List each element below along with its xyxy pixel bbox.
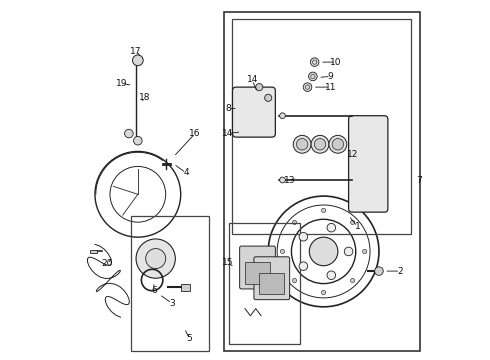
Circle shape <box>329 135 347 153</box>
Text: 3: 3 <box>169 299 174 308</box>
Text: 2: 2 <box>397 267 403 276</box>
Circle shape <box>293 220 296 225</box>
Circle shape <box>309 237 338 266</box>
Circle shape <box>332 139 343 150</box>
Text: 16: 16 <box>189 129 201 138</box>
Text: 18: 18 <box>139 93 150 102</box>
Circle shape <box>256 84 263 91</box>
Circle shape <box>132 55 143 66</box>
Circle shape <box>124 129 133 138</box>
Text: 4: 4 <box>183 168 189 177</box>
Circle shape <box>299 262 308 270</box>
Bar <box>223 12 420 351</box>
Text: 7: 7 <box>416 176 422 185</box>
FancyBboxPatch shape <box>254 257 290 300</box>
Text: 19: 19 <box>116 79 127 88</box>
Circle shape <box>134 136 142 145</box>
Circle shape <box>314 139 326 150</box>
Text: 10: 10 <box>330 58 342 67</box>
Bar <box>245 262 270 284</box>
Circle shape <box>280 249 285 253</box>
Circle shape <box>280 177 285 183</box>
Circle shape <box>321 208 326 212</box>
Text: 13: 13 <box>284 176 295 185</box>
FancyBboxPatch shape <box>240 246 275 289</box>
Circle shape <box>296 139 308 150</box>
Text: 20: 20 <box>102 260 113 269</box>
Circle shape <box>146 249 166 269</box>
Circle shape <box>136 239 175 278</box>
Text: 14: 14 <box>246 76 258 85</box>
Text: 6: 6 <box>151 286 157 295</box>
Circle shape <box>321 291 326 295</box>
Text: 1: 1 <box>355 222 361 231</box>
Circle shape <box>265 94 272 102</box>
Bar <box>90 249 97 253</box>
Circle shape <box>327 223 336 232</box>
Circle shape <box>293 278 296 283</box>
Text: 15: 15 <box>222 258 234 267</box>
Circle shape <box>310 58 319 66</box>
Circle shape <box>350 220 355 225</box>
Circle shape <box>303 83 312 91</box>
Bar <box>229 223 300 344</box>
Text: 17: 17 <box>130 47 142 56</box>
Circle shape <box>375 267 383 275</box>
Bar <box>259 273 284 294</box>
Circle shape <box>327 271 336 279</box>
Circle shape <box>309 72 317 81</box>
FancyBboxPatch shape <box>348 116 388 212</box>
Text: 8: 8 <box>225 104 231 113</box>
Text: 9: 9 <box>328 72 334 81</box>
Text: 5: 5 <box>187 334 193 343</box>
Circle shape <box>350 278 355 283</box>
FancyBboxPatch shape <box>232 87 275 137</box>
Circle shape <box>344 247 353 256</box>
Bar <box>181 284 190 291</box>
Circle shape <box>299 233 308 241</box>
Text: 14: 14 <box>222 129 234 138</box>
Bar <box>131 216 209 351</box>
Circle shape <box>311 135 329 153</box>
Circle shape <box>280 113 285 118</box>
Circle shape <box>293 135 311 153</box>
Text: 12: 12 <box>346 150 358 159</box>
Text: 11: 11 <box>325 83 337 92</box>
Circle shape <box>363 249 367 253</box>
Bar <box>232 19 411 234</box>
